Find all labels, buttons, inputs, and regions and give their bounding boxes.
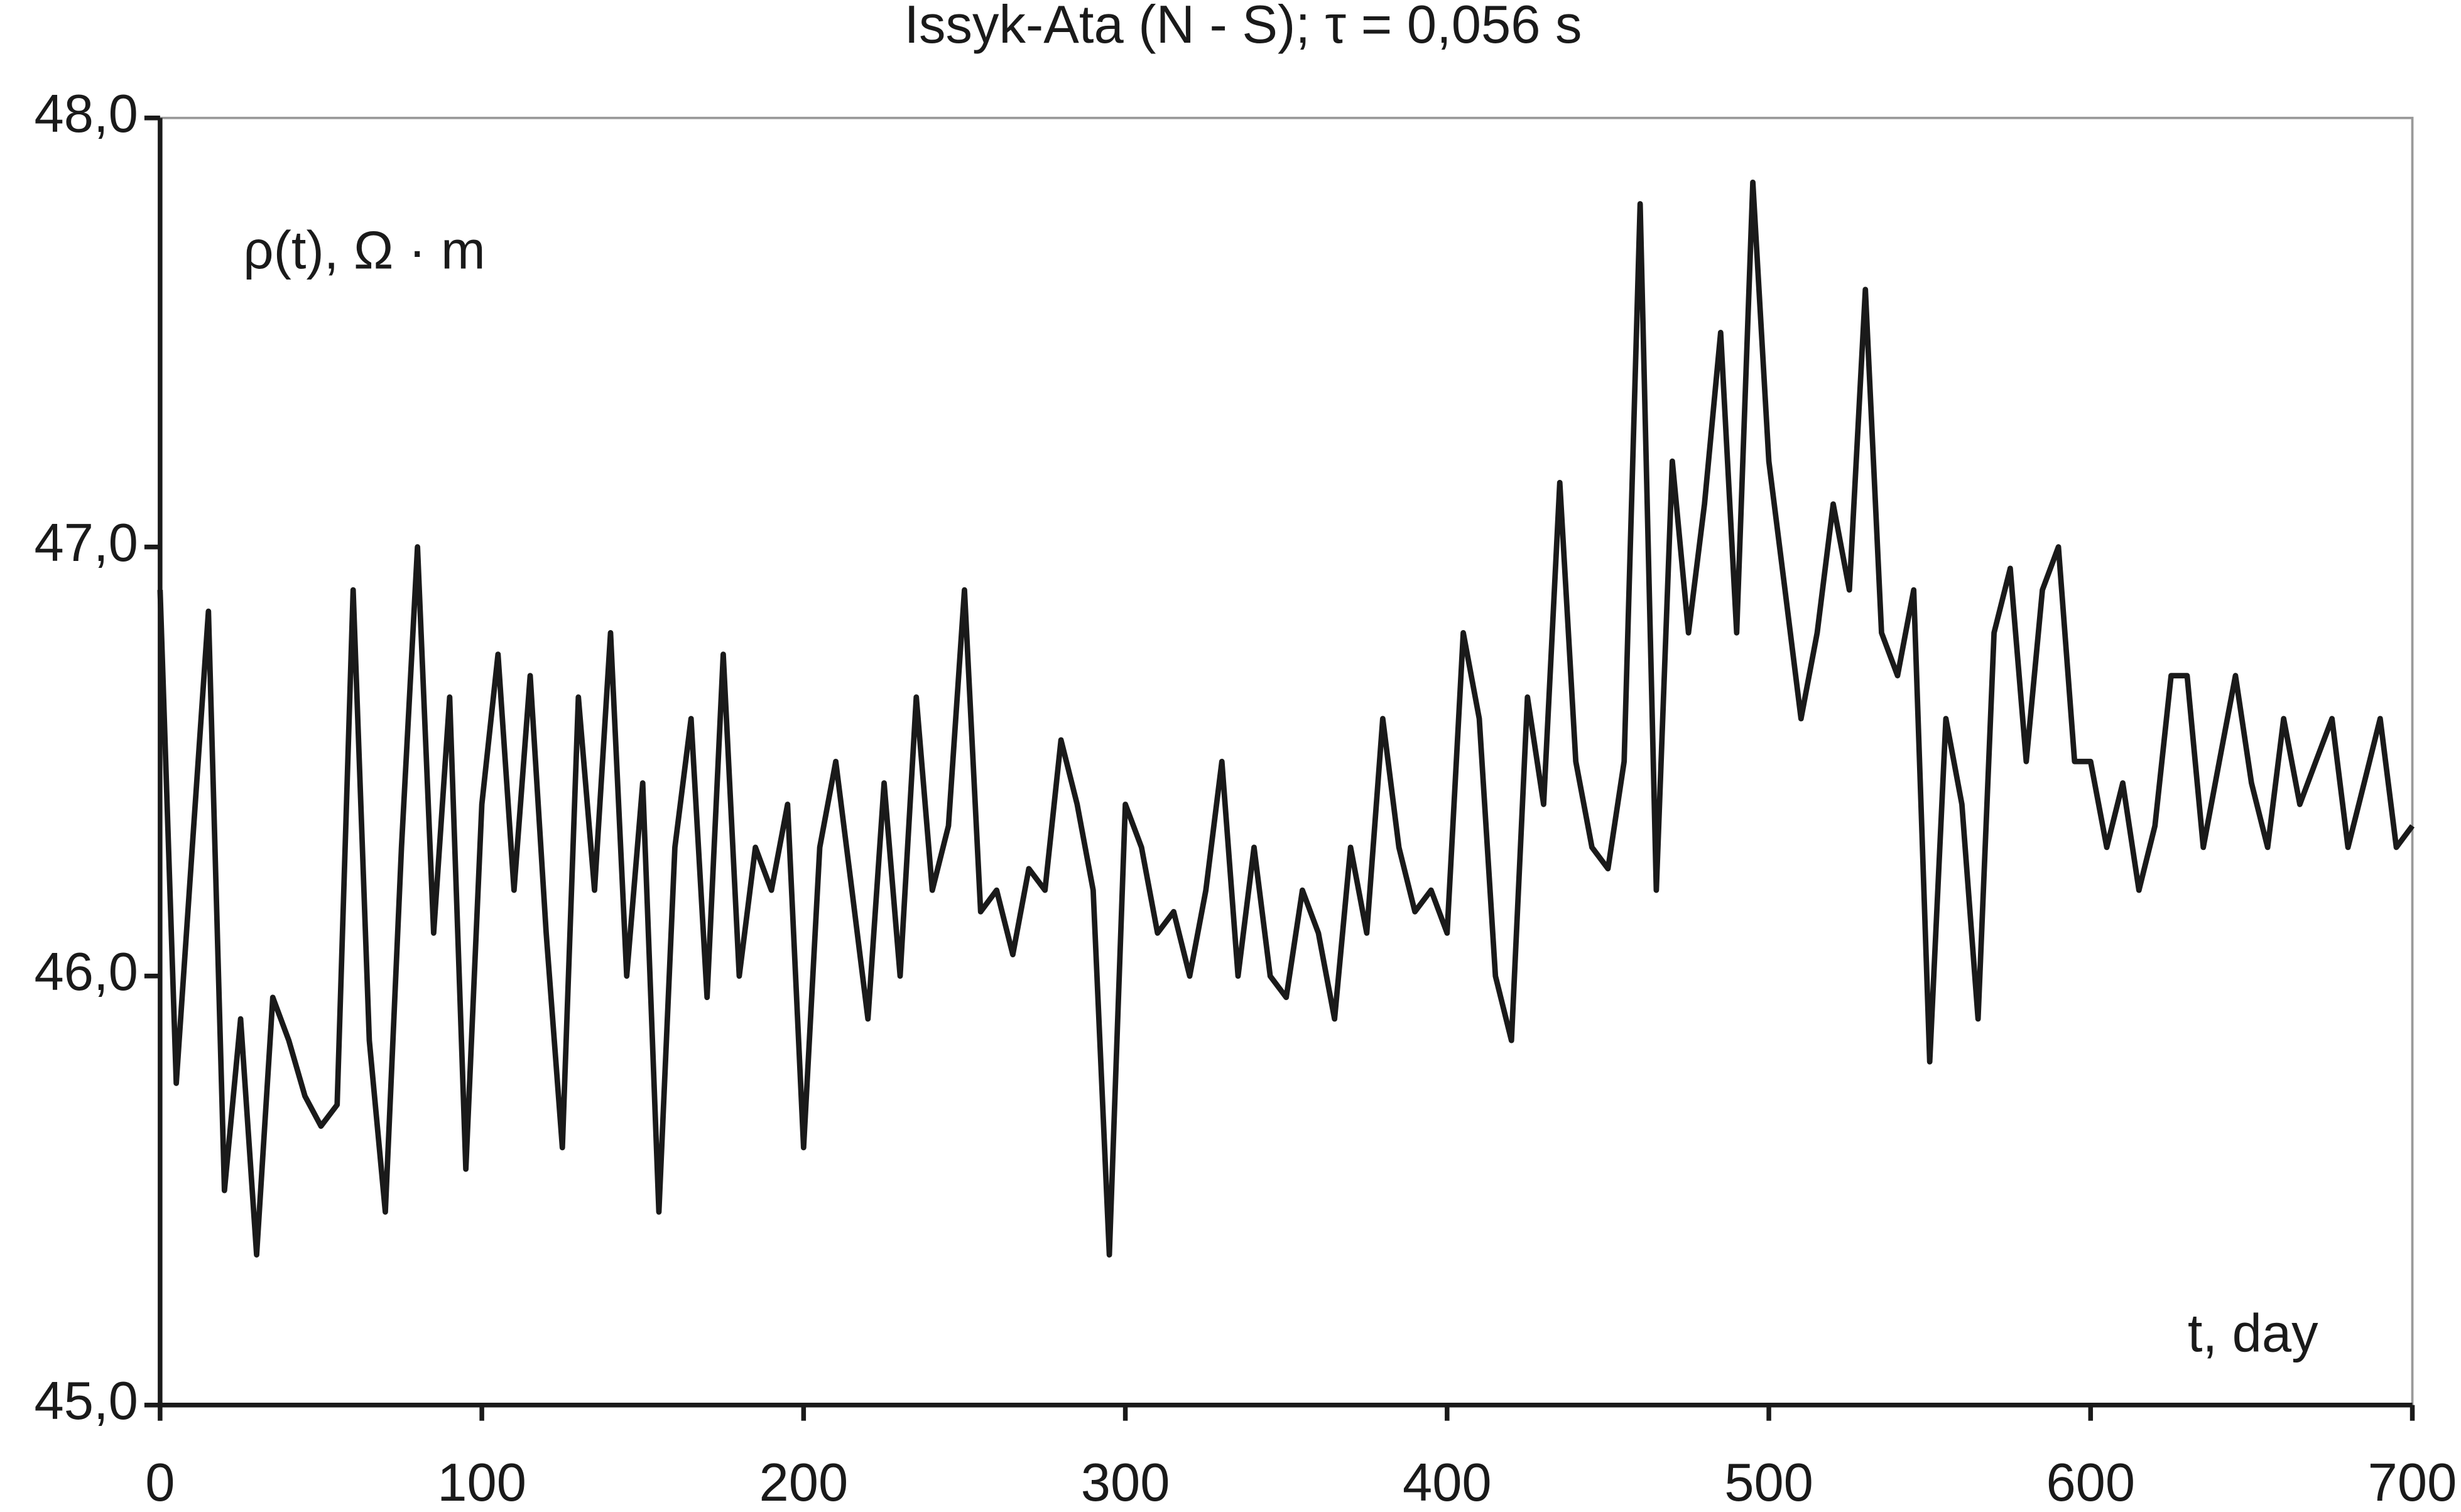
x-tick-label: 200 [759, 1453, 848, 1512]
x-annotation: t, day [2188, 1304, 2318, 1364]
y-tick-label: 46,0 [35, 942, 138, 1002]
x-tick-label: 600 [2046, 1453, 2135, 1512]
y-annotation: ρ(t), Ω · m [243, 221, 485, 281]
x-tick-label: 100 [437, 1453, 526, 1512]
x-tick-label: 300 [1081, 1453, 1170, 1512]
y-tick-label: 45,0 [35, 1371, 138, 1431]
data-line [157, 179, 2415, 1258]
x-tick-label: 400 [1403, 1453, 1492, 1512]
chart-title: Issyk-Ata (N - S); τ = 0,056 s [904, 0, 1582, 55]
x-tick-label: 0 [145, 1453, 175, 1512]
x-tick-label: 700 [2368, 1453, 2457, 1512]
y-tick-label: 47,0 [35, 513, 138, 573]
x-tick-label: 500 [1724, 1453, 1813, 1512]
y-tick-label: 48,0 [35, 84, 138, 144]
